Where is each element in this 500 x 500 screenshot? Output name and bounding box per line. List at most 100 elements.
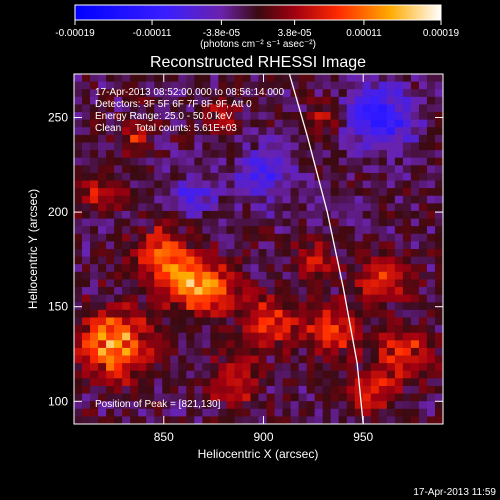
heatmap-cell xyxy=(426,127,436,136)
heatmap-cell xyxy=(346,157,356,166)
heatmap-cell xyxy=(314,294,324,303)
heatmap-cell xyxy=(194,355,203,364)
heatmap-cell xyxy=(394,203,404,212)
heatmap-cell xyxy=(266,233,276,242)
heatmap-cell xyxy=(98,355,107,364)
heatmap-cell xyxy=(282,241,292,250)
heatmap-cell xyxy=(418,256,428,265)
heatmap-cell xyxy=(322,180,332,189)
heatmap-cell xyxy=(386,81,396,90)
heatmap-cell xyxy=(130,363,139,372)
heatmap-cell xyxy=(266,294,276,303)
heatmap-cell xyxy=(362,119,372,128)
heatmap-cell xyxy=(258,264,268,273)
heatmap-cell xyxy=(418,134,428,144)
heatmap-cell xyxy=(162,188,171,197)
heatmap-cell xyxy=(338,81,348,90)
heatmap-cell xyxy=(82,302,91,311)
heatmap-cell xyxy=(226,294,236,303)
heatmap-cell xyxy=(282,249,292,258)
heatmap-cell xyxy=(74,188,83,197)
heatmap-cell xyxy=(402,332,412,341)
heatmap-cell xyxy=(162,249,171,258)
heatmap-cell xyxy=(410,142,420,151)
heatmap-cell xyxy=(178,172,187,182)
heatmap-cell xyxy=(234,370,244,379)
heatmap-cell xyxy=(418,355,428,364)
heatmap-cell xyxy=(90,172,99,182)
heatmap-cell xyxy=(394,127,404,136)
heatmap-cell xyxy=(130,233,139,242)
heatmap-cell xyxy=(434,210,443,220)
heatmap-cell xyxy=(114,188,123,197)
heatmap-cell xyxy=(306,401,316,410)
heatmap-cell xyxy=(386,363,396,372)
heatmap-cell xyxy=(106,89,115,98)
heatmap-cell xyxy=(274,119,284,128)
heatmap-cell xyxy=(346,203,356,212)
heatmap-cell xyxy=(178,249,187,258)
heatmap-cell xyxy=(410,96,420,106)
heatmap-cell xyxy=(258,134,268,144)
heatmap-cell xyxy=(378,112,388,121)
heatmap-cell xyxy=(130,309,139,319)
heatmap-cell xyxy=(186,188,195,197)
heatmap-cell xyxy=(330,89,340,98)
heatmap-cell xyxy=(218,347,228,357)
heatmap-cell xyxy=(202,81,211,90)
heatmap-cell xyxy=(314,74,324,83)
heatmap-cell xyxy=(434,256,443,265)
heatmap-cell xyxy=(202,127,211,136)
heatmap-cell xyxy=(170,249,179,258)
heatmap-cell xyxy=(194,180,203,189)
heatmap-cell xyxy=(394,370,404,379)
heatmap-cell xyxy=(274,347,284,357)
heatmap-cell xyxy=(362,195,372,204)
heatmap-cell xyxy=(138,165,147,174)
heatmap-cell xyxy=(106,256,115,265)
heatmap-cell xyxy=(426,378,436,387)
heatmap-cell xyxy=(130,294,139,303)
heatmap-cell xyxy=(218,96,228,106)
heatmap-cell xyxy=(82,195,91,204)
heatmap-cell xyxy=(138,378,147,387)
heatmap-cell xyxy=(98,294,107,303)
heatmap-cell xyxy=(114,408,123,417)
heatmap-cell xyxy=(298,96,308,106)
heatmap-cell xyxy=(90,241,99,250)
heatmap-cell xyxy=(90,302,99,311)
heatmap-cell xyxy=(282,233,292,242)
heatmap-cell xyxy=(114,271,123,281)
heatmap-cell xyxy=(274,195,284,204)
heatmap-cell xyxy=(338,385,348,395)
heatmap-cell xyxy=(290,218,300,227)
heatmap-cell xyxy=(234,89,244,98)
heatmap-cell xyxy=(250,294,260,303)
heatmap-cell xyxy=(202,180,211,189)
heatmap-cell xyxy=(314,165,324,174)
heatmap-cell xyxy=(170,340,179,349)
heatmap-cell xyxy=(218,218,228,227)
heatmap-cell xyxy=(410,287,420,296)
heatmap-cell xyxy=(370,157,380,166)
heatmap-cell xyxy=(186,203,195,212)
heatmap-cell xyxy=(346,218,356,227)
heatmap-cell xyxy=(330,226,340,235)
heatmap-cell xyxy=(186,142,195,151)
heatmap-cell xyxy=(210,150,219,159)
heatmap-cell xyxy=(402,370,412,379)
heatmap-cell xyxy=(314,188,324,197)
heatmap-cell xyxy=(338,347,348,357)
heatmap-cell xyxy=(322,157,332,166)
heatmap-cell xyxy=(362,264,372,273)
heatmap-cell xyxy=(378,264,388,273)
heatmap-cell xyxy=(338,165,348,174)
heatmap-cell xyxy=(330,165,340,174)
heatmap-cell xyxy=(106,142,115,151)
heatmap-cell xyxy=(210,378,219,387)
heatmap-cell xyxy=(242,157,252,166)
heatmap-cell xyxy=(90,325,99,334)
heatmap-cell xyxy=(210,134,219,144)
heatmap-cell xyxy=(130,188,139,197)
heatmap-cell xyxy=(138,325,147,334)
